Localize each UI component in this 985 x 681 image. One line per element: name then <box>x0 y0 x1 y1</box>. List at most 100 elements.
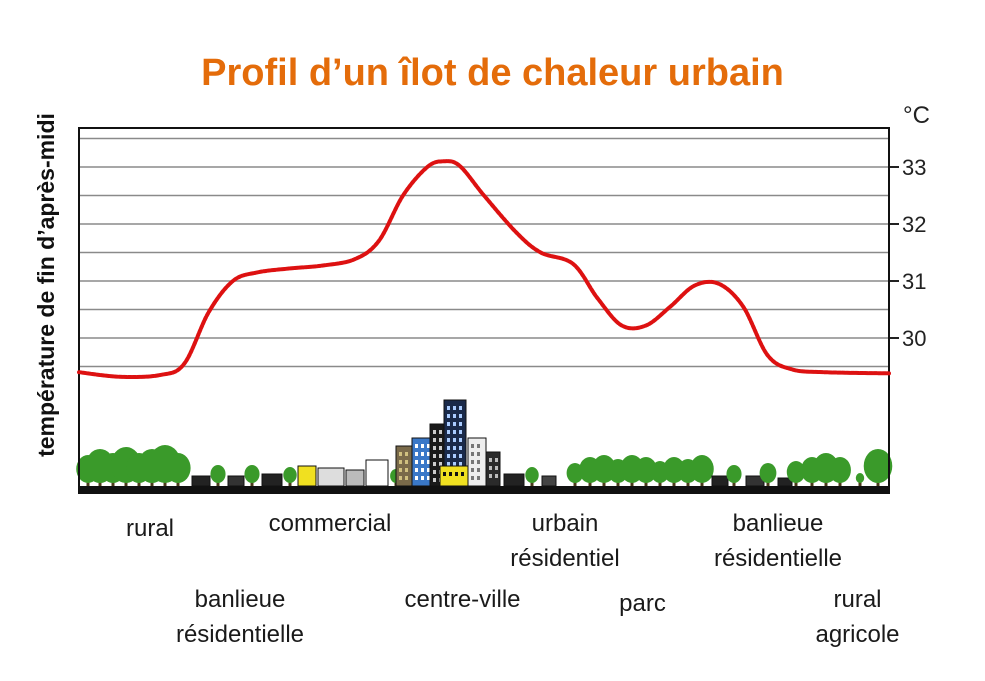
building-window <box>405 468 408 472</box>
tree-icon <box>759 463 777 483</box>
building-window <box>459 406 462 410</box>
building-window <box>489 466 492 470</box>
building-window <box>459 414 462 418</box>
building-window <box>447 438 450 442</box>
building-window <box>421 460 424 464</box>
y-tick-label: 32 <box>902 212 926 237</box>
building-window <box>453 462 456 466</box>
tree-icon <box>690 455 714 483</box>
building-window <box>471 460 474 464</box>
building-window <box>433 446 436 450</box>
building-window <box>447 446 450 450</box>
tree-icon <box>726 465 742 483</box>
house-icon <box>365 459 389 487</box>
building-window <box>447 430 450 434</box>
zone-label-park: parc <box>619 590 666 617</box>
building-window <box>453 446 456 450</box>
building-window <box>459 430 462 434</box>
building-window <box>477 476 480 480</box>
building-window <box>477 468 480 472</box>
building-window <box>453 430 456 434</box>
y-tick-label: 33 <box>902 155 926 180</box>
building-window <box>421 444 424 448</box>
tree-icon <box>786 461 806 483</box>
building-window <box>455 472 458 476</box>
building-window <box>459 446 462 450</box>
building-window <box>453 414 456 418</box>
building-window <box>427 476 430 480</box>
building-window <box>415 476 418 480</box>
house-icon <box>503 473 525 487</box>
building-window <box>405 452 408 456</box>
house-icon <box>261 473 283 487</box>
temperature-curve <box>77 159 891 380</box>
building-window <box>405 460 408 464</box>
building-window <box>453 422 456 426</box>
building-window <box>421 476 424 480</box>
building-window <box>415 468 418 472</box>
building-window <box>449 472 452 476</box>
house-icon <box>297 465 317 487</box>
building-window <box>415 444 418 448</box>
building-window <box>453 406 456 410</box>
building-window <box>477 452 480 456</box>
zone-label-rural-agricultural: rural agricole <box>815 586 900 648</box>
building-window <box>427 460 430 464</box>
building-window <box>439 446 442 450</box>
building-window <box>477 444 480 448</box>
building-window <box>447 462 450 466</box>
building-window <box>459 454 462 458</box>
building-window <box>433 478 436 482</box>
zone-label-suburban-1: banlieue résidentielle <box>175 586 305 648</box>
building-window <box>405 476 408 480</box>
building-window <box>427 452 430 456</box>
tree-icon <box>829 457 851 483</box>
building-window <box>453 454 456 458</box>
house-icon <box>541 475 557 487</box>
tree-icon <box>283 467 297 483</box>
building-window <box>471 476 474 480</box>
y-axis-unit: °C <box>903 102 930 129</box>
building-window <box>495 466 498 470</box>
building-window <box>459 438 462 442</box>
tree-icon <box>210 465 226 483</box>
building-window <box>495 458 498 462</box>
house-icon <box>227 475 245 487</box>
building-window <box>439 438 442 442</box>
tree-icon <box>244 465 260 483</box>
building-window <box>421 468 424 472</box>
building-window <box>447 414 450 418</box>
building-window <box>399 468 402 472</box>
building-window <box>399 476 402 480</box>
tree-icon <box>566 463 584 483</box>
tree-icon <box>635 457 657 483</box>
zone-label-downtown: centre-ville <box>404 586 521 613</box>
building-window <box>471 444 474 448</box>
house-icon <box>345 469 365 487</box>
tree-icon <box>855 473 865 483</box>
building-window <box>415 460 418 464</box>
house-icon <box>711 475 729 487</box>
building-window <box>439 462 442 466</box>
building-window <box>427 468 430 472</box>
building-window <box>489 458 492 462</box>
tree-icon <box>165 453 191 483</box>
building-window <box>439 430 442 434</box>
chart-title: Profil d’un îlot de chaleur urbain <box>201 52 784 94</box>
house-icon <box>777 477 793 487</box>
building-icon <box>395 445 413 487</box>
building-window <box>439 454 442 458</box>
building-window <box>477 460 480 464</box>
building-window <box>471 468 474 472</box>
ground <box>79 486 889 493</box>
zone-label-rural: rural <box>125 515 174 542</box>
building-window <box>433 462 436 466</box>
building-window <box>399 460 402 464</box>
building-window <box>471 452 474 456</box>
zone-label-commercial: commercial <box>268 510 392 537</box>
building-window <box>489 474 492 478</box>
zone-label-urban-residential: urbain résidentiel <box>510 510 620 572</box>
building-window <box>443 472 446 476</box>
y-tick-label: 30 <box>902 326 926 351</box>
y-axis-ticks: 30 31 32 33 <box>889 155 926 351</box>
